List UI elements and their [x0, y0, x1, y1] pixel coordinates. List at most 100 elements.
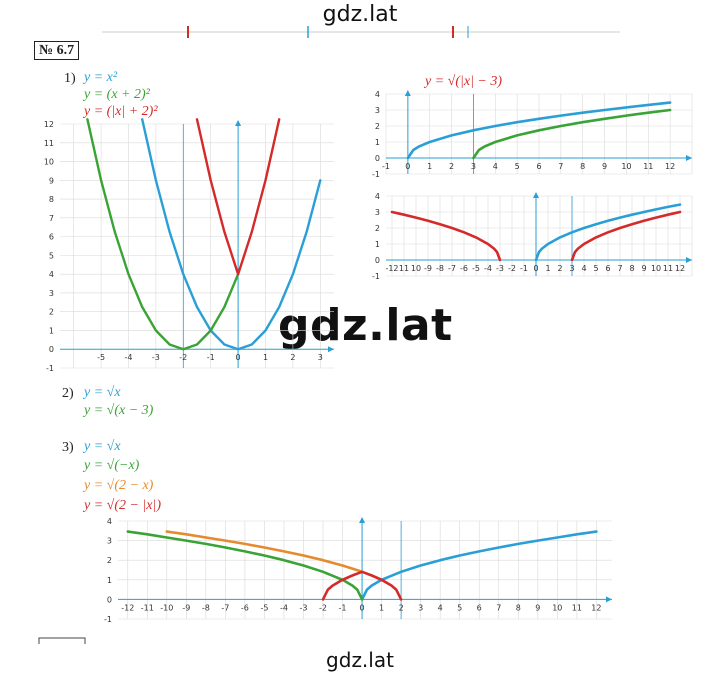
- x-tick-label: 5: [515, 162, 520, 171]
- x-tick-label: 4: [493, 162, 498, 171]
- problem-number: № 6.7: [34, 41, 80, 60]
- x-tick-label: 5: [593, 264, 598, 273]
- y-tick-label: 12: [44, 120, 54, 129]
- part-1-number: 1): [64, 71, 76, 86]
- series-line-blue: [534, 203, 682, 262]
- y-tick-label: 1: [49, 326, 54, 335]
- y-axis-arrow: [533, 192, 539, 198]
- series-line-red: [195, 118, 281, 276]
- x-tick-label: 8: [580, 162, 585, 171]
- series-line-blue: [406, 101, 672, 160]
- x-tick-label: 6: [477, 603, 482, 612]
- x-tick-label: 3: [471, 162, 476, 171]
- y-tick-label: 7: [49, 214, 54, 223]
- x-axis-arrow: [686, 155, 692, 161]
- part-3-formula-2: y = √(−x): [84, 458, 140, 473]
- cropped-ruler-strip: [102, 26, 620, 38]
- cropped-next-problem-fragment: [38, 637, 86, 644]
- x-tick-label: 9: [535, 603, 540, 612]
- x-axis-arrow: [328, 346, 334, 353]
- part-1-formula-2: y = (x + 2)²: [84, 87, 150, 102]
- part-3-number: 3): [62, 440, 74, 455]
- x-tick-label: -9: [424, 264, 432, 273]
- series-line-green: [126, 530, 364, 601]
- y-tick-label: 2: [49, 308, 54, 317]
- x-tick-label: -3: [496, 264, 504, 273]
- right-chart-title: y = √(|x| − 3): [425, 74, 503, 89]
- x-tick-label: -2: [319, 603, 327, 612]
- y-tick-label: 1: [375, 240, 380, 249]
- x-tick-label: 12: [591, 603, 601, 612]
- y-tick-label: 2: [375, 122, 380, 131]
- x-tick-label: 1: [545, 264, 550, 273]
- x-tick-label: 5: [457, 603, 462, 612]
- y-tick-label: 4: [107, 517, 112, 526]
- x-tick-label: -12: [385, 264, 398, 273]
- y-axis-arrow: [404, 90, 411, 96]
- x-tick-label: 3: [418, 603, 423, 612]
- x-tick-label: 12: [675, 264, 685, 273]
- x-axis-arrow: [606, 596, 612, 603]
- y-axis-arrow: [235, 120, 242, 126]
- watermark-top: gdz.lat: [322, 2, 398, 27]
- x-tick-label: 1: [427, 162, 432, 171]
- x-tick-label: -4: [125, 353, 133, 362]
- y-axis-arrow: [359, 517, 366, 523]
- x-tick-label: 0: [360, 603, 365, 612]
- x-tick-label: 2: [449, 162, 454, 171]
- series-line-green: [86, 118, 240, 351]
- x-tick-label: -1: [382, 162, 390, 171]
- series-line-orange: [165, 530, 364, 574]
- x-tick-label: 11: [399, 264, 409, 273]
- y-tick-label: 2: [107, 556, 112, 565]
- y-tick-label: 4: [49, 270, 54, 279]
- y-tick-label: 6: [49, 233, 54, 242]
- x-tick-label: 10: [552, 603, 562, 612]
- x-tick-label: -9: [182, 603, 190, 612]
- y-tick-label: 4: [375, 192, 380, 201]
- grid: [60, 123, 334, 369]
- x-axis-arrow: [686, 257, 692, 263]
- part-3-formula-4: y = √(2 − |x|): [84, 498, 162, 513]
- part-1-formula-1: y = x²: [84, 70, 118, 85]
- x-tick-label: -5: [260, 603, 268, 612]
- series-line-red: [321, 570, 403, 601]
- series-line-red: [570, 210, 682, 262]
- series-line-blue: [360, 530, 598, 601]
- x-tick-label: -6: [241, 603, 249, 612]
- y-tick-label: -1: [372, 170, 380, 179]
- x-tick-label: 11: [663, 264, 673, 273]
- y-tick-label: 3: [375, 208, 380, 217]
- x-tick-label: -12: [121, 603, 134, 612]
- series-line-red: [390, 210, 502, 262]
- x-tick-label: -8: [436, 264, 444, 273]
- x-tick-label: 4: [438, 603, 443, 612]
- x-tick-label: 9: [602, 162, 607, 171]
- y-tick-label: -1: [104, 615, 112, 624]
- part-3-formula-3: y = √(2 − x): [84, 478, 154, 493]
- part-3-formula-1: y = √x: [84, 439, 121, 454]
- x-tick-label: -4: [280, 603, 288, 612]
- x-tick-label: 0: [236, 353, 241, 362]
- x-tick-label: 6: [536, 162, 541, 171]
- x-tick-label: -8: [202, 603, 210, 612]
- y-tick-label: 10: [44, 158, 54, 167]
- y-tick-label: 0: [107, 595, 112, 604]
- y-tick-label: 0: [49, 345, 54, 354]
- x-tick-label: -1: [520, 264, 528, 273]
- x-tick-label: -7: [448, 264, 456, 273]
- x-tick-label: 8: [516, 603, 521, 612]
- x-tick-label: 7: [558, 162, 563, 171]
- y-tick-label: 0: [375, 256, 380, 265]
- x-tick-label: -2: [179, 353, 187, 362]
- y-tick-label: 1: [375, 138, 380, 147]
- part-2-number: 2): [62, 386, 74, 401]
- x-tick-label: -3: [152, 353, 160, 362]
- chart-sqrt-abs: -12 11 10 -9 -8 -7 -6 -5 -4 -3 -2 -1 0 1 2 3 4 5 6 7 8 9 10 11 1…: [372, 192, 693, 281]
- x-tick-label: 10: [411, 264, 421, 273]
- watermark-bottom: gdz.lat: [326, 648, 394, 672]
- x-tick-label: 7: [496, 603, 501, 612]
- y-tick-label: 4: [375, 90, 380, 99]
